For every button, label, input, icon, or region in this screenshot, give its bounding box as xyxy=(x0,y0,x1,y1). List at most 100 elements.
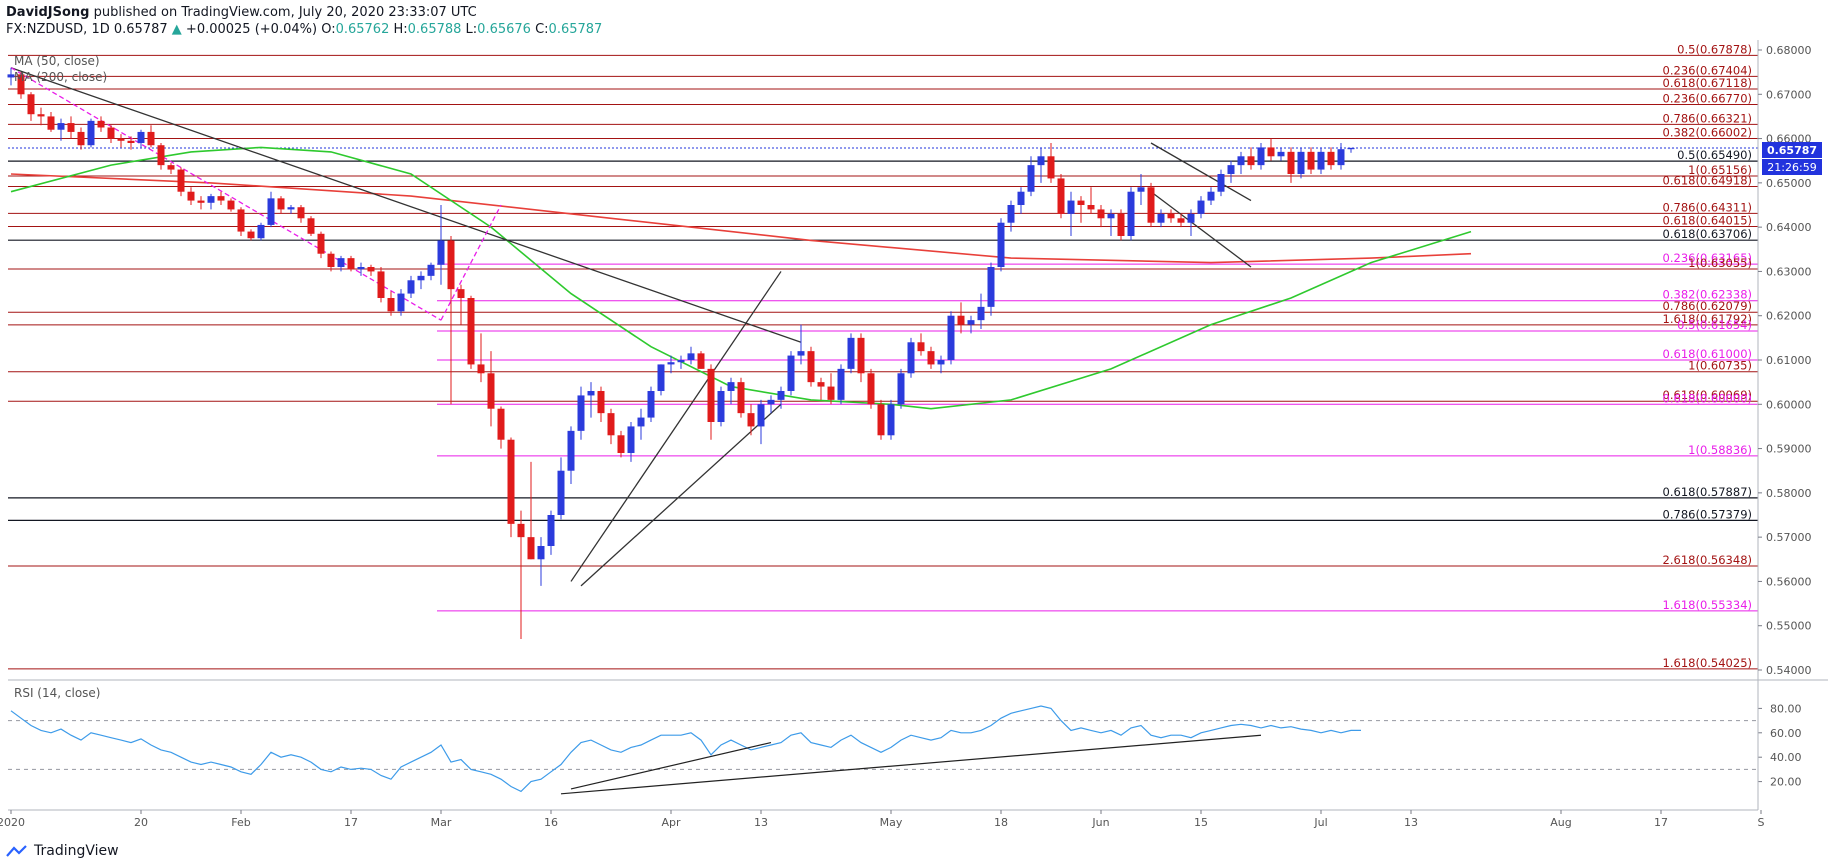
candle-body[interactable] xyxy=(1267,147,1275,157)
candle-body[interactable] xyxy=(577,395,585,431)
candle-body[interactable] xyxy=(37,114,45,117)
candle-body[interactable] xyxy=(1107,213,1115,219)
candle-body[interactable] xyxy=(97,120,105,128)
candle-body[interactable] xyxy=(1187,213,1195,223)
candle-body[interactable] xyxy=(1057,178,1065,214)
candle-body[interactable] xyxy=(877,404,885,436)
candle-body[interactable] xyxy=(947,315,955,360)
candle-body[interactable] xyxy=(827,386,835,400)
candle-body[interactable] xyxy=(147,131,155,146)
candle-body[interactable] xyxy=(397,293,405,312)
candle-body[interactable] xyxy=(347,258,355,270)
candle-body[interactable] xyxy=(1237,156,1245,166)
candle-body[interactable] xyxy=(157,145,165,166)
candle-body[interactable] xyxy=(857,337,865,374)
candle-body[interactable] xyxy=(1087,205,1095,210)
candle-body[interactable] xyxy=(227,200,235,210)
candle-body[interactable] xyxy=(1037,156,1045,166)
candle-body[interactable] xyxy=(477,364,485,374)
candle-body[interactable] xyxy=(707,368,715,422)
candle-body[interactable] xyxy=(77,131,85,146)
candle-body[interactable] xyxy=(1167,213,1175,219)
candle-body[interactable] xyxy=(727,382,735,391)
candle-body[interactable] xyxy=(817,382,825,387)
rsi-line[interactable] xyxy=(10,705,1361,793)
candle-body[interactable] xyxy=(507,439,515,524)
candle-body[interactable] xyxy=(327,253,335,267)
candle-body[interactable] xyxy=(27,94,35,115)
rsi-pane[interactable]: 80.00 60.00 40.00 20.00 xyxy=(8,702,1802,795)
candle-body[interactable] xyxy=(677,360,685,363)
candle-body[interactable] xyxy=(517,523,525,538)
candle-body[interactable] xyxy=(367,267,375,272)
candle-body[interactable] xyxy=(1117,213,1125,236)
candle-body[interactable] xyxy=(187,191,195,201)
candle-body[interactable] xyxy=(307,218,315,234)
candle-body[interactable] xyxy=(407,280,415,294)
candle-body[interactable] xyxy=(437,240,445,265)
candle-body[interactable] xyxy=(387,298,395,312)
candle-body[interactable] xyxy=(587,391,595,396)
candle-body[interactable] xyxy=(87,120,95,146)
candle-body[interactable] xyxy=(847,337,855,369)
candle-body[interactable] xyxy=(257,224,265,239)
candle-body[interactable] xyxy=(427,264,435,276)
candle-body[interactable] xyxy=(927,351,935,365)
candle-body[interactable] xyxy=(297,207,305,219)
candle-body[interactable] xyxy=(687,353,695,360)
candle-body[interactable] xyxy=(317,233,325,254)
candle-body[interactable] xyxy=(277,198,285,210)
candle-body[interactable] xyxy=(1317,151,1325,170)
candle-body[interactable] xyxy=(1327,151,1335,166)
candle-body[interactable] xyxy=(1147,187,1155,223)
tradingview-logo[interactable]: TradingView xyxy=(6,843,119,859)
candle-body[interactable] xyxy=(167,165,175,170)
candle-body[interactable] xyxy=(137,131,145,143)
candle-body[interactable] xyxy=(1217,174,1225,192)
candle-body[interactable] xyxy=(17,74,25,95)
candle-body[interactable] xyxy=(1137,187,1145,192)
candle-body[interactable] xyxy=(1007,205,1015,223)
candle-body[interactable] xyxy=(1097,209,1105,219)
candle-body[interactable] xyxy=(1197,200,1205,214)
candle-body[interactable] xyxy=(777,391,785,400)
candle-body[interactable] xyxy=(337,258,345,267)
candle-body[interactable] xyxy=(997,222,1005,267)
candle-body[interactable] xyxy=(457,289,465,298)
candle-body[interactable] xyxy=(647,391,655,418)
candle-body[interactable] xyxy=(1017,191,1025,205)
candle-body[interactable] xyxy=(787,355,795,391)
candle-body[interactable] xyxy=(1287,151,1295,174)
candle-body[interactable] xyxy=(417,275,425,281)
candle-body[interactable] xyxy=(287,207,295,210)
candle-body[interactable] xyxy=(67,123,75,132)
ma200-legend[interactable]: MA (200, close) xyxy=(14,70,107,84)
candle-body[interactable] xyxy=(547,515,555,546)
candle-body[interactable] xyxy=(497,408,505,440)
candle-body[interactable] xyxy=(897,373,905,405)
candle-body[interactable] xyxy=(1177,218,1185,223)
candle-body[interactable] xyxy=(607,413,615,436)
candle-body[interactable] xyxy=(57,123,65,130)
candle-body[interactable] xyxy=(1227,165,1235,174)
candle-body[interactable] xyxy=(247,231,255,239)
candle-body[interactable] xyxy=(967,320,975,325)
candle-body[interactable] xyxy=(447,240,455,290)
candle-body[interactable] xyxy=(667,362,675,365)
axes[interactable]: 0.680000.670000.660000.650000.640000.630… xyxy=(0,40,1828,829)
candle-body[interactable] xyxy=(117,138,125,141)
candle-body[interactable] xyxy=(1077,200,1085,205)
ma50-legend[interactable]: MA (50, close) xyxy=(14,54,100,68)
candle-body[interactable] xyxy=(107,127,115,139)
candle-body[interactable] xyxy=(627,426,635,453)
candle-body[interactable] xyxy=(987,267,995,307)
candle-body[interactable] xyxy=(197,200,205,203)
candle-body[interactable] xyxy=(717,391,725,422)
candle-body[interactable] xyxy=(1247,156,1255,166)
candle-body[interactable] xyxy=(487,373,495,409)
candle-body[interactable] xyxy=(1127,191,1135,236)
candle-body[interactable] xyxy=(1207,191,1215,201)
candle-body[interactable] xyxy=(177,169,185,192)
candle-body[interactable] xyxy=(837,368,845,400)
